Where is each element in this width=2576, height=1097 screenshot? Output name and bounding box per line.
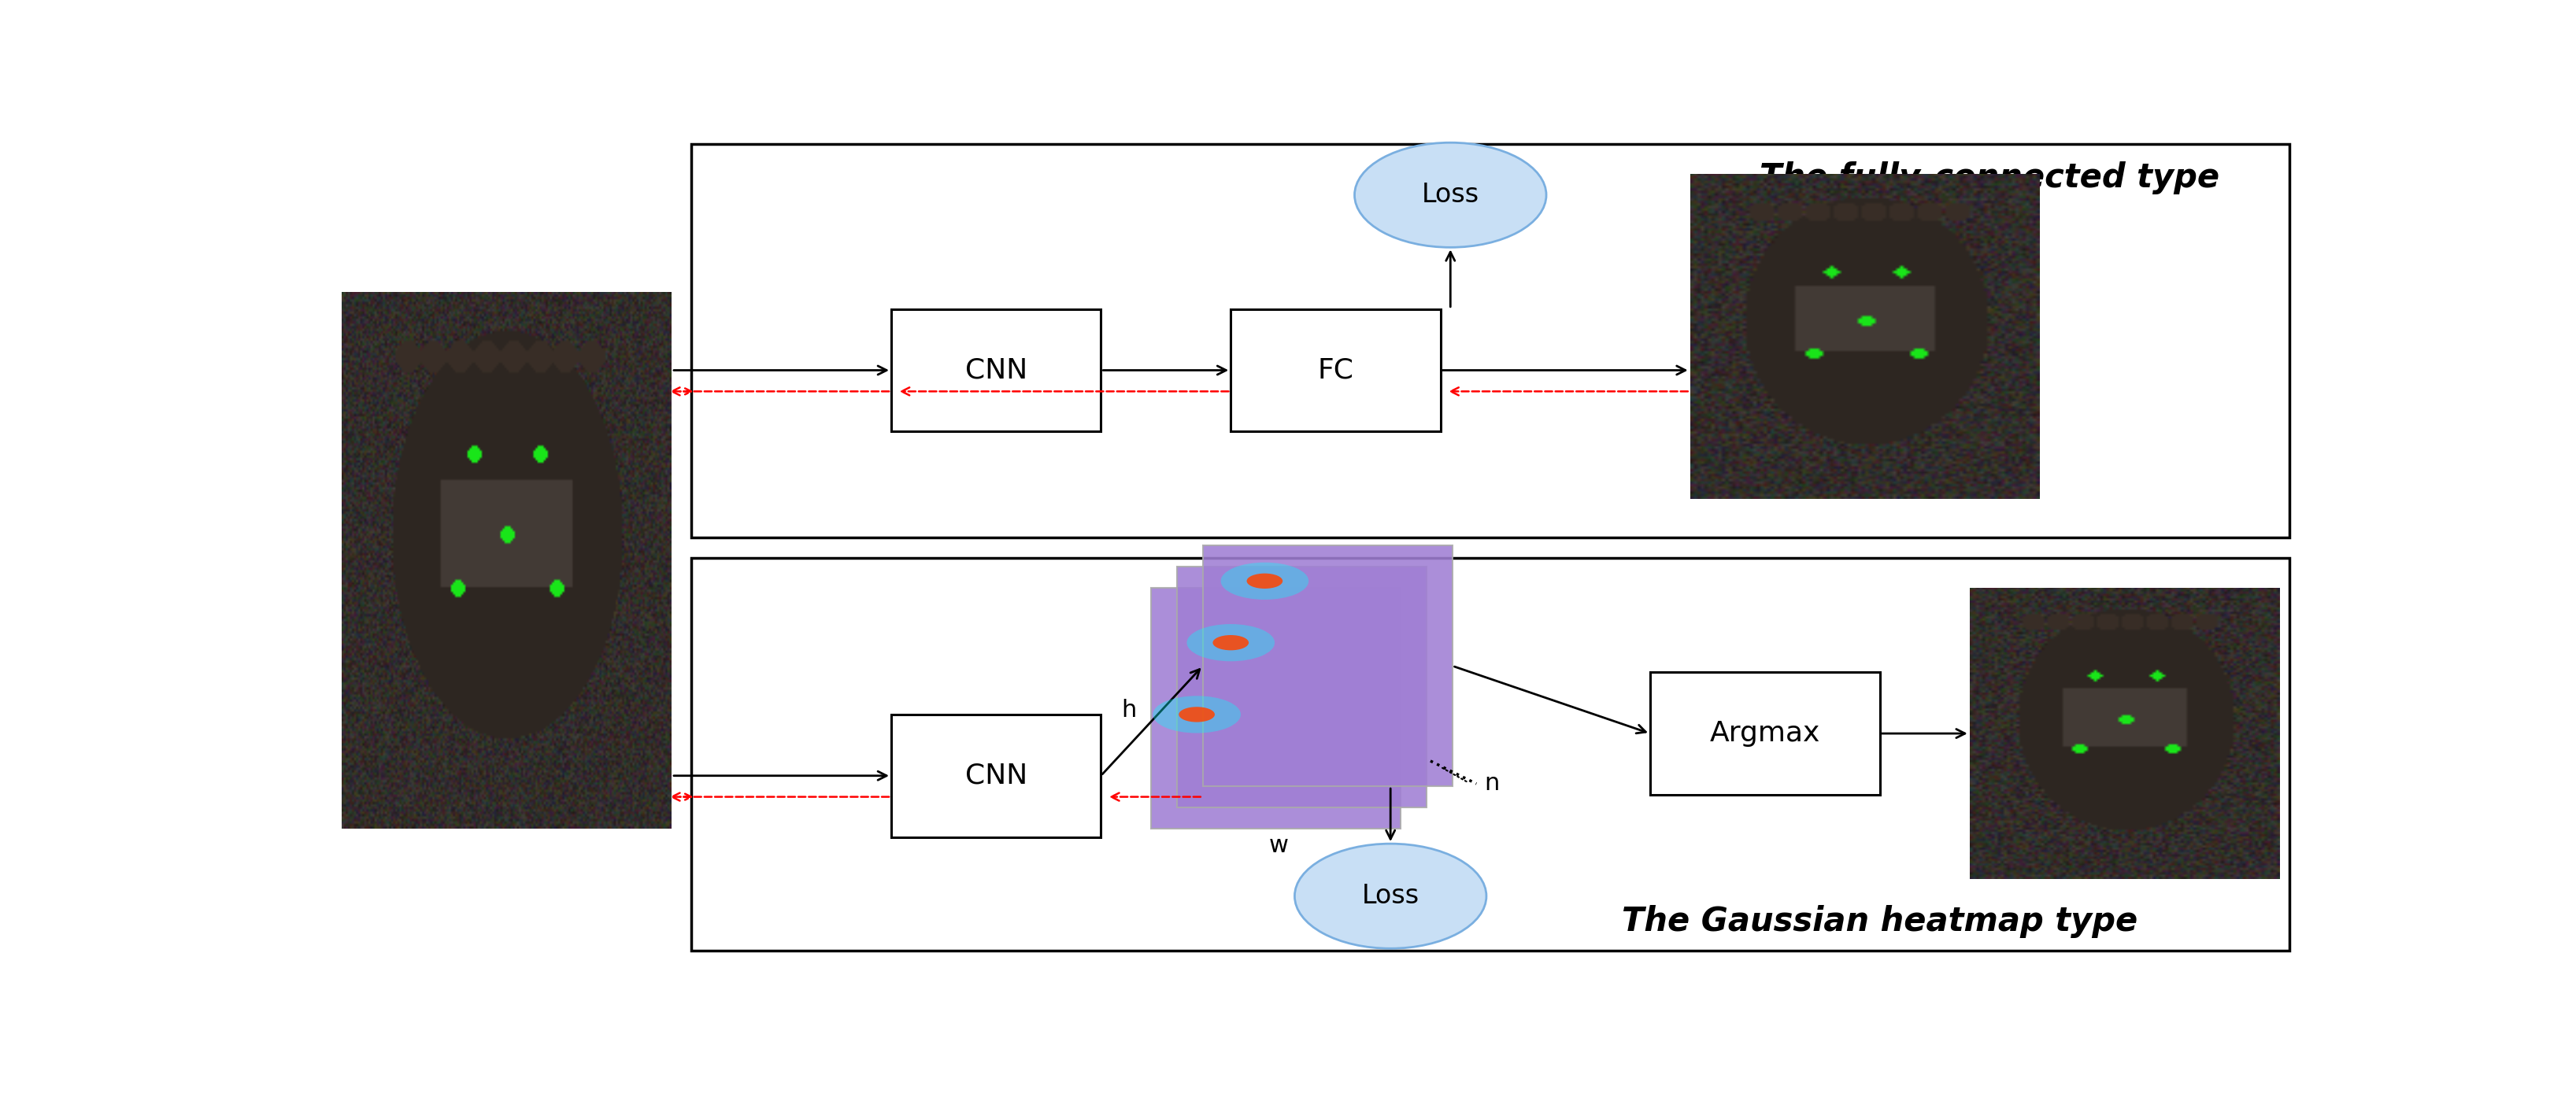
Text: Argmax: Argmax: [1708, 720, 1819, 747]
Text: CNN: CNN: [963, 357, 1028, 384]
FancyBboxPatch shape: [1151, 588, 1401, 828]
Text: n: n: [1484, 772, 1499, 795]
Text: w: w: [1267, 835, 1288, 857]
FancyBboxPatch shape: [690, 558, 2287, 951]
FancyBboxPatch shape: [1177, 567, 1427, 807]
FancyBboxPatch shape: [891, 714, 1100, 837]
Circle shape: [1151, 695, 1242, 733]
Circle shape: [1177, 706, 1213, 722]
Text: CNN: CNN: [963, 762, 1028, 789]
FancyBboxPatch shape: [1203, 545, 1453, 787]
FancyBboxPatch shape: [1649, 672, 1880, 794]
Ellipse shape: [1293, 844, 1486, 949]
Text: The fully-connected type: The fully-connected type: [1759, 161, 2218, 194]
Circle shape: [1213, 635, 1249, 651]
Ellipse shape: [1355, 143, 1546, 247]
Text: FC: FC: [1316, 357, 1352, 384]
Text: Loss: Loss: [1360, 883, 1419, 909]
FancyBboxPatch shape: [891, 309, 1100, 431]
FancyBboxPatch shape: [1231, 309, 1440, 431]
Circle shape: [1221, 563, 1309, 600]
FancyBboxPatch shape: [690, 145, 2287, 538]
Circle shape: [1188, 624, 1275, 661]
Text: Loss: Loss: [1422, 182, 1479, 208]
Circle shape: [1247, 574, 1283, 589]
Text: h: h: [1121, 699, 1136, 722]
Text: The Gaussian heatmap type: The Gaussian heatmap type: [1620, 905, 2138, 938]
